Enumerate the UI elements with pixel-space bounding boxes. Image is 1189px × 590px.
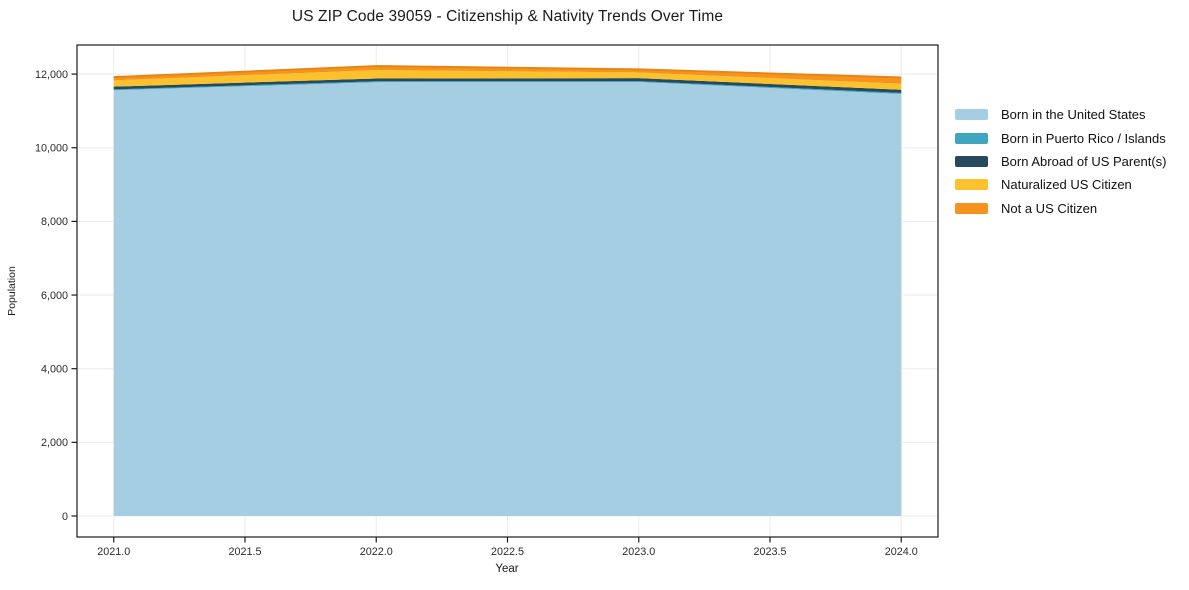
x-tick-label: 2022.0 — [360, 546, 393, 558]
axis-layer: 2021.0 2021.5 2022.0 2022.5 2023.0 2023.5 2024… — [35, 44, 939, 558]
area-series-2 — [113, 78, 902, 93]
legend-swatch — [955, 132, 988, 144]
x-tick-label: 2023.5 — [753, 546, 786, 558]
legend-label: Born in Puerto Rico / Islands — [1001, 130, 1166, 146]
area-series-1 — [113, 81, 902, 94]
legend: Born in the United States Born in Puerto … — [955, 103, 1166, 220]
legend-label: Born in the United States — [1001, 107, 1146, 123]
legend-label: Naturalized US Citizen — [1001, 177, 1132, 193]
x-tick-label: 2024.0 — [885, 546, 918, 558]
legend-swatch — [955, 179, 988, 191]
y-axis-label: Population — [6, 266, 18, 316]
chart-title: US ZIP Code 39059 - Citizenship & Nativi… — [291, 8, 724, 25]
area-series-3 — [113, 70, 902, 90]
legend-label: Not a US Citizen — [1001, 200, 1098, 216]
y-tick-label: 12,000 — [35, 69, 68, 81]
x-axis-label: Year — [495, 563, 518, 575]
legend-swatch — [955, 202, 988, 214]
legend-item-2: Born Abroad of US Parent(s) — [955, 150, 1166, 173]
area-series-4 — [113, 65, 902, 84]
stack-top-edge — [113, 65, 902, 79]
legend-swatch — [955, 109, 988, 121]
x-tick-label: 2021.5 — [228, 546, 261, 558]
legend-item-3: Naturalized US Citizen — [955, 173, 1166, 196]
y-tick-label: 0 — [62, 511, 68, 523]
area-series-layer — [113, 65, 902, 517]
y-tick-label: 10,000 — [35, 143, 68, 155]
y-tick-label: 2,000 — [41, 437, 68, 449]
legend-item-4: Not a US Citizen — [955, 197, 1166, 220]
y-tick-label: 4,000 — [41, 364, 68, 376]
x-tick-label: 2021.0 — [97, 546, 130, 558]
legend-swatch — [955, 155, 988, 167]
legend-item-0: Born in the United States — [955, 103, 1166, 126]
y-tick-label: 6,000 — [41, 290, 68, 302]
legend-item-1: Born in Puerto Rico / Islands — [955, 126, 1166, 149]
x-tick-label: 2023.0 — [622, 546, 655, 558]
x-tick-label: 2022.5 — [491, 546, 524, 558]
area-series-0 — [113, 82, 902, 517]
legend-label: Born Abroad of US Parent(s) — [1001, 153, 1167, 169]
y-tick-label: 8,000 — [41, 216, 68, 228]
